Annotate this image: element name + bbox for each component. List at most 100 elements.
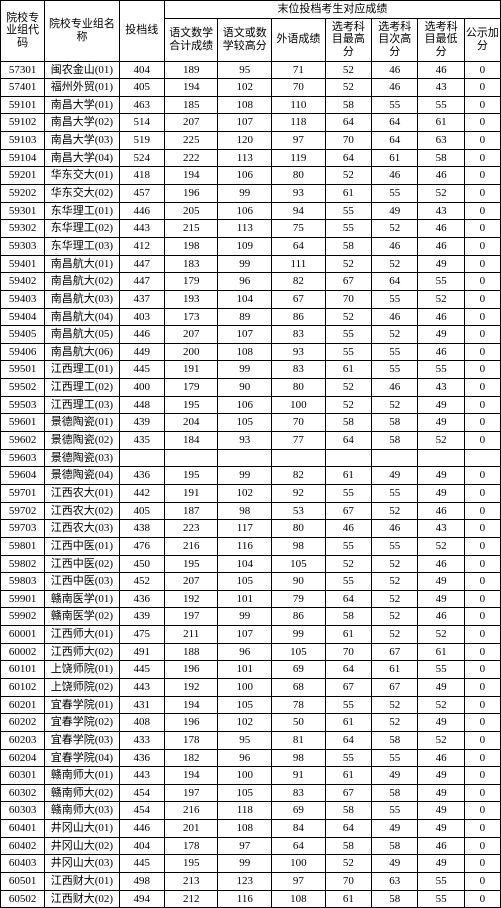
cell-high: 113 [218, 220, 272, 238]
cell-code: 59601 [1, 414, 45, 432]
cell-name: 江西中医(03) [45, 573, 119, 591]
table-row: 59404南昌航大(04)40317389865246460 [1, 308, 501, 326]
cell-line: 431 [119, 696, 164, 714]
cell-sum: 215 [164, 220, 218, 238]
cell-for: 69 [272, 661, 326, 679]
cell-s2: 58 [372, 837, 418, 855]
cell-sum: 196 [164, 714, 218, 732]
cell-add: 0 [464, 855, 500, 873]
cell-line: 443 [119, 220, 164, 238]
cell-code: 59701 [1, 484, 45, 502]
cell-name: 宜春学院(04) [45, 749, 119, 767]
cell-s1: 64 [325, 820, 371, 838]
cell-high: 102 [218, 79, 272, 97]
cell-for: 91 [272, 767, 326, 785]
cell-code: 59403 [1, 290, 45, 308]
cell-line: 448 [119, 396, 164, 414]
cell-s3: 55 [418, 361, 464, 379]
cell-s3: 43 [418, 520, 464, 538]
cell-name: 南昌大学(01) [45, 96, 119, 114]
cell-s1 [325, 449, 371, 467]
cell-name: 江西师大(02) [45, 643, 119, 661]
cell-line: 454 [119, 802, 164, 820]
table-row: 59601景德陶瓷(01)439204105705858490 [1, 414, 501, 432]
header-s1: 选考科目最高分 [325, 18, 371, 61]
table-row: 59301东华理工(01)446205106945549430 [1, 202, 501, 220]
cell-s1: 52 [325, 555, 371, 573]
cell-line: 454 [119, 784, 164, 802]
cell-add: 0 [464, 608, 500, 626]
cell-s2: 52 [372, 590, 418, 608]
table-row: 59803江西中医(03)452207105905552490 [1, 573, 501, 591]
cell-high: 105 [218, 696, 272, 714]
cell-add: 0 [464, 396, 500, 414]
cell-s3: 55 [418, 96, 464, 114]
cell-s2: 61 [372, 661, 418, 679]
cell-add: 0 [464, 467, 500, 485]
cell-for: 83 [272, 361, 326, 379]
cell-name: 江西财大(01) [45, 873, 119, 891]
cell-sum: 198 [164, 237, 218, 255]
cell-s3: 55 [418, 890, 464, 908]
cell-name: 南昌航大(06) [45, 343, 119, 361]
cell-s2: 46 [372, 79, 418, 97]
cell-for: 83 [272, 784, 326, 802]
header-foreign: 外语成绩 [272, 18, 326, 61]
cell-high: 106 [218, 396, 272, 414]
cell-high: 96 [218, 273, 272, 291]
cell-add: 0 [464, 61, 500, 79]
cell-high: 118 [218, 802, 272, 820]
cell-name: 赣南医学(02) [45, 608, 119, 626]
cell-s2: 52 [372, 396, 418, 414]
cell-name: 江西理工(01) [45, 361, 119, 379]
cell-add: 0 [464, 555, 500, 573]
cell-line: 475 [119, 626, 164, 644]
cell-name: 南昌航大(05) [45, 326, 119, 344]
cell-s1: 70 [325, 132, 371, 150]
cell-high: 105 [218, 784, 272, 802]
cell-s2: 46 [372, 379, 418, 397]
cell-sum: 191 [164, 484, 218, 502]
cell-for: 100 [272, 855, 326, 873]
cell-name: 赣南医学(01) [45, 590, 119, 608]
cell-line: 436 [119, 749, 164, 767]
cell-add: 0 [464, 484, 500, 502]
cell-s2: 58 [372, 414, 418, 432]
cell-add: 0 [464, 308, 500, 326]
cell-for: 78 [272, 696, 326, 714]
cell-sum: 189 [164, 61, 218, 79]
cell-s1: 52 [325, 855, 371, 873]
cell-s1: 64 [325, 114, 371, 132]
cell-for: 92 [272, 484, 326, 502]
table-row: 60501江西财大(01)498213123977063550 [1, 873, 501, 891]
cell-s2: 58 [372, 432, 418, 450]
cell-s3: 46 [418, 167, 464, 185]
cell-name: 井冈山大(01) [45, 820, 119, 838]
table-row: 59401南昌航大(01)447183991115252490 [1, 255, 501, 273]
cell-sum: 216 [164, 537, 218, 555]
cell-code: 60201 [1, 696, 45, 714]
cell-s2: 55 [372, 484, 418, 502]
cell-s2: 49 [372, 855, 418, 873]
table-row: 60402井冈山大(02)40417897645858460 [1, 837, 501, 855]
cell-for: 67 [272, 290, 326, 308]
cell-add: 0 [464, 273, 500, 291]
cell-sum: 195 [164, 467, 218, 485]
cell-add: 0 [464, 220, 500, 238]
table-row: 60401井冈山大(01)446201108846449490 [1, 820, 501, 838]
cell-s2: 52 [372, 220, 418, 238]
cell-s3: 52 [418, 731, 464, 749]
cell-s1: 46 [325, 520, 371, 538]
cell-s1: 64 [325, 149, 371, 167]
cell-name: 东华理工(01) [45, 202, 119, 220]
cell-sum: 179 [164, 273, 218, 291]
cell-s2: 46 [372, 308, 418, 326]
table-row: 59502江西理工(02)40017990805246430 [1, 379, 501, 397]
cell-s3: 49 [418, 802, 464, 820]
cell-high: 109 [218, 237, 272, 255]
cell-s3: 52 [418, 537, 464, 555]
cell-name: 景德陶瓷(03) [45, 449, 119, 467]
cell-name: 南昌航大(03) [45, 290, 119, 308]
cell-high: 106 [218, 202, 272, 220]
cell-add: 0 [464, 379, 500, 397]
